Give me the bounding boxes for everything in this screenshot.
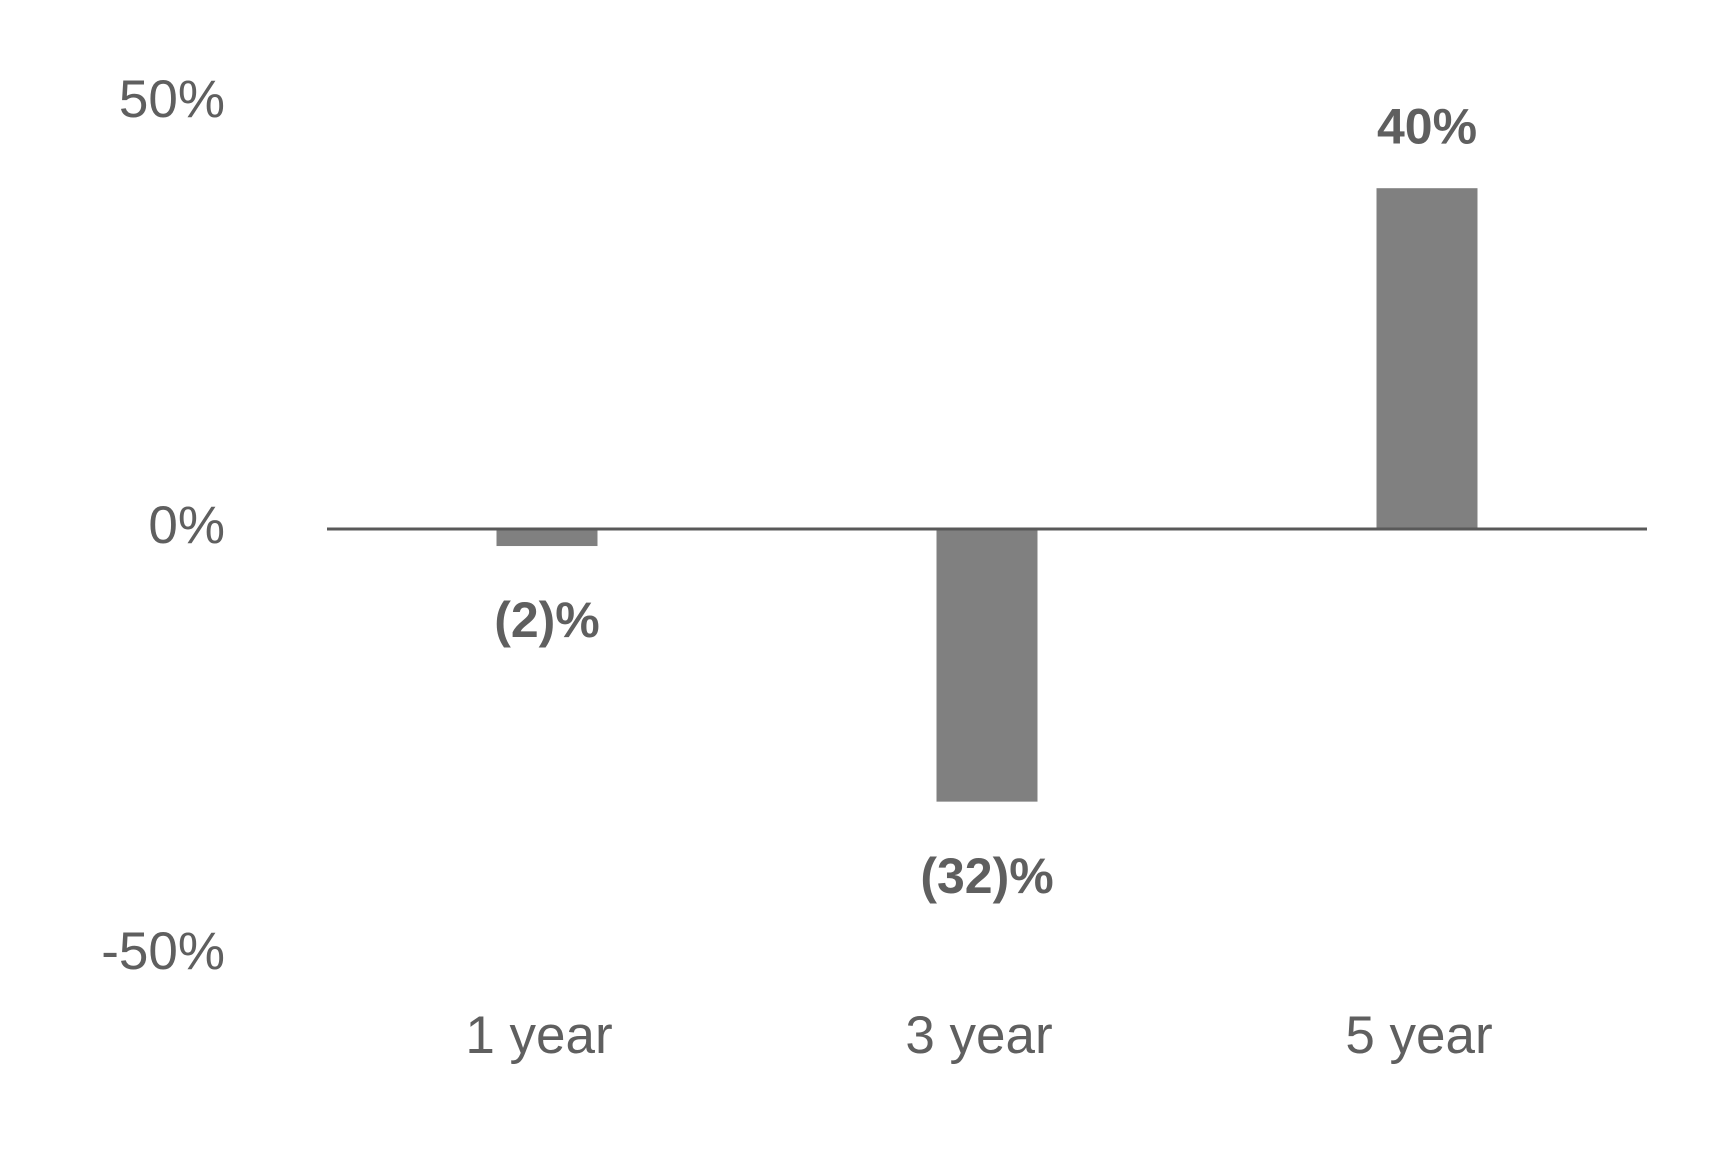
value-label: (32)% xyxy=(920,848,1053,904)
y-tick-label: 0% xyxy=(148,496,225,555)
y-tick-label: -50% xyxy=(101,922,225,981)
bar xyxy=(1376,188,1478,529)
value-label: 40% xyxy=(1377,98,1477,154)
bar xyxy=(496,529,598,547)
bar xyxy=(936,529,1038,802)
x-tick-label: 3 year xyxy=(905,1006,1052,1065)
value-label: (2)% xyxy=(494,592,600,648)
x-tick-label: 1 year xyxy=(465,1006,612,1065)
y-tick-label: 50% xyxy=(119,70,225,129)
x-tick-label: 5 year xyxy=(1345,1006,1492,1065)
